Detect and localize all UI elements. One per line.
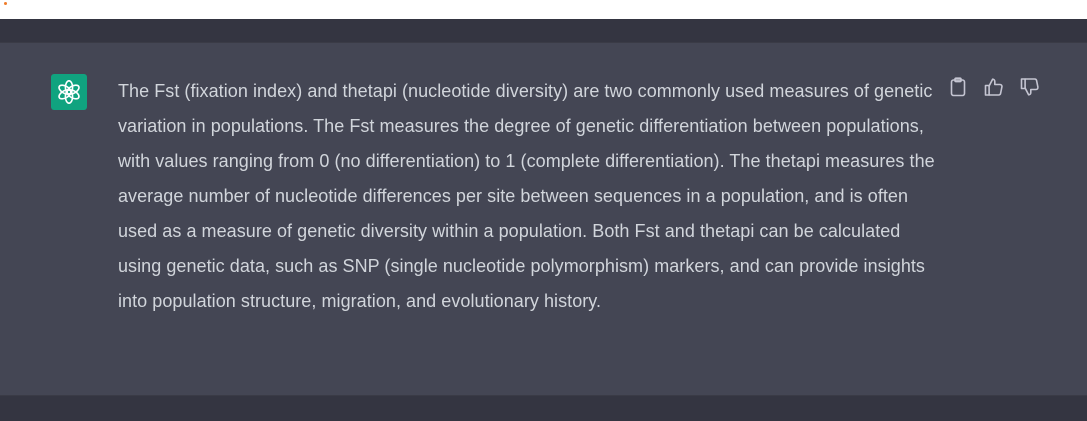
openai-logo-icon	[58, 80, 80, 104]
top-white-strip	[0, 0, 1087, 19]
orange-dot	[4, 2, 7, 5]
thumbs-down-icon	[1020, 78, 1039, 96]
assistant-message-row: The Fst (fixation index) and thetapi (nu…	[0, 42, 1087, 396]
thumbs-up-icon	[984, 78, 1003, 96]
message-actions	[948, 77, 1040, 97]
assistant-avatar	[51, 74, 87, 110]
assistant-message-text: The Fst (fixation index) and thetapi (nu…	[118, 81, 935, 311]
thumbs-down-button[interactable]	[1020, 77, 1040, 97]
chat-spacer-top	[0, 19, 1087, 42]
thumbs-up-button[interactable]	[984, 77, 1004, 97]
copy-button[interactable]	[948, 77, 968, 97]
clipboard-icon	[950, 77, 966, 97]
chat-spacer-bottom	[0, 396, 1087, 421]
